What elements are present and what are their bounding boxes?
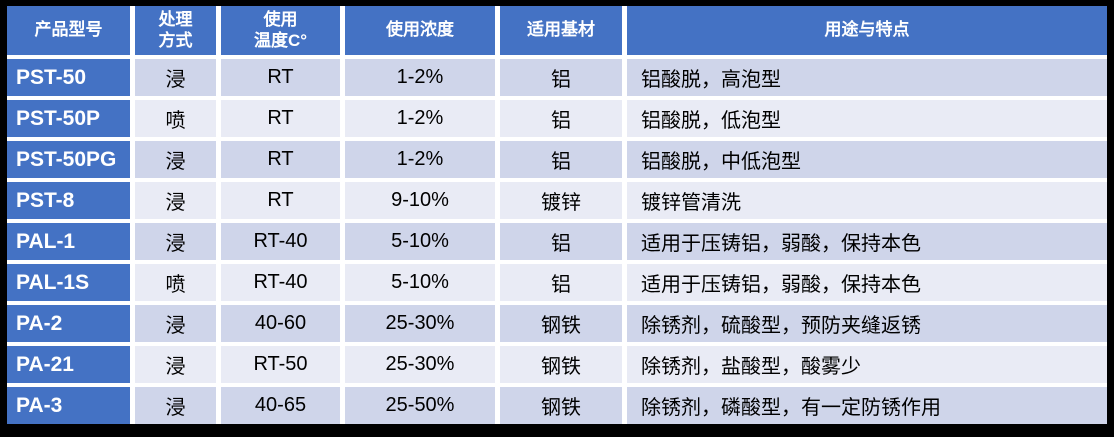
cell-concentration: 5-10% xyxy=(345,223,495,260)
cell-method: 浸 xyxy=(135,59,216,96)
cell-substrate: 铝 xyxy=(500,141,622,178)
cell-concentration: 1-2% xyxy=(345,59,495,96)
cell-concentration: 25-50% xyxy=(345,387,495,424)
cell-temperature: RT xyxy=(221,182,340,219)
cell-concentration: 25-30% xyxy=(345,346,495,383)
cell-method: 浸 xyxy=(135,387,216,424)
cell-concentration: 5-10% xyxy=(345,264,495,301)
cell-model: PST-50P xyxy=(7,100,130,137)
cell-model: PA-3 xyxy=(7,387,130,424)
cell-temperature: 40-65 xyxy=(221,387,340,424)
table-row: PAL-1S 喷 RT-40 5-10% 铝 适用于压铸铝，弱酸，保持本色 xyxy=(7,264,1107,301)
table-header: 产品型号 处理 方式 使用 温度C° 使用浓度 适用基材 用途与特点 xyxy=(7,6,1107,55)
cell-features: 镀锌管清洗 xyxy=(627,182,1107,219)
cell-substrate: 钢铁 xyxy=(500,305,622,342)
column-header-substrate: 适用基材 xyxy=(500,6,622,55)
cell-model: PST-50PG xyxy=(7,141,130,178)
cell-substrate: 镀锌 xyxy=(500,182,622,219)
cell-temperature: RT xyxy=(221,59,340,96)
cell-model: PA-2 xyxy=(7,305,130,342)
table-row: PST-50 浸 RT 1-2% 铝 铝酸脱，高泡型 xyxy=(7,59,1107,96)
cell-temperature: 40-60 xyxy=(221,305,340,342)
cell-method: 浸 xyxy=(135,141,216,178)
table-row: PA-3 浸 40-65 25-50% 钢铁 除锈剂，磷酸型，有一定防锈作用 xyxy=(7,387,1107,424)
table-row: PST-50PG 浸 RT 1-2% 铝 铝酸脱，中低泡型 xyxy=(7,141,1107,178)
cell-temperature: RT xyxy=(221,141,340,178)
table-row: PST-8 浸 RT 9-10% 镀锌 镀锌管清洗 xyxy=(7,182,1107,219)
cell-features: 除锈剂，磷酸型，有一定防锈作用 xyxy=(627,387,1107,424)
cell-features: 除锈剂，硫酸型，预防夹缝返锈 xyxy=(627,305,1107,342)
cell-temperature: RT-40 xyxy=(221,264,340,301)
cell-model: PAL-1S xyxy=(7,264,130,301)
cell-features: 适用于压铸铝，弱酸，保持本色 xyxy=(627,264,1107,301)
cell-model: PST-50 xyxy=(7,59,130,96)
cell-concentration: 1-2% xyxy=(345,141,495,178)
cell-features: 铝酸脱，高泡型 xyxy=(627,59,1107,96)
product-spec-table: 产品型号 处理 方式 使用 温度C° 使用浓度 适用基材 用途与特点 PST-5… xyxy=(7,6,1107,424)
cell-features: 适用于压铸铝，弱酸，保持本色 xyxy=(627,223,1107,260)
cell-substrate: 铝 xyxy=(500,264,622,301)
cell-method: 喷 xyxy=(135,264,216,301)
cell-method: 浸 xyxy=(135,305,216,342)
table-row: PA-21 浸 RT-50 25-30% 钢铁 除锈剂，盐酸型，酸雾少 xyxy=(7,346,1107,383)
column-header-features: 用途与特点 xyxy=(627,6,1107,55)
cell-features: 铝酸脱，中低泡型 xyxy=(627,141,1107,178)
header-row: 产品型号 处理 方式 使用 温度C° 使用浓度 适用基材 用途与特点 xyxy=(7,6,1107,55)
cell-model: PST-8 xyxy=(7,182,130,219)
cell-substrate: 铝 xyxy=(500,59,622,96)
table-body: PST-50 浸 RT 1-2% 铝 铝酸脱，高泡型 PST-50P 喷 RT … xyxy=(7,59,1107,424)
cell-temperature: RT-40 xyxy=(221,223,340,260)
table-row: PAL-1 浸 RT-40 5-10% 铝 适用于压铸铝，弱酸，保持本色 xyxy=(7,223,1107,260)
table-row: PA-2 浸 40-60 25-30% 钢铁 除锈剂，硫酸型，预防夹缝返锈 xyxy=(7,305,1107,342)
cell-temperature: RT-50 xyxy=(221,346,340,383)
column-header-temperature: 使用 温度C° xyxy=(221,6,340,55)
cell-method: 喷 xyxy=(135,100,216,137)
cell-method: 浸 xyxy=(135,182,216,219)
cell-concentration: 9-10% xyxy=(345,182,495,219)
cell-model: PA-21 xyxy=(7,346,130,383)
cell-concentration: 1-2% xyxy=(345,100,495,137)
cell-features: 除锈剂，盐酸型，酸雾少 xyxy=(627,346,1107,383)
table-container: 产品型号 处理 方式 使用 温度C° 使用浓度 适用基材 用途与特点 PST-5… xyxy=(7,6,1107,424)
column-header-model: 产品型号 xyxy=(7,6,130,55)
cell-substrate: 钢铁 xyxy=(500,346,622,383)
cell-temperature: RT xyxy=(221,100,340,137)
cell-substrate: 铝 xyxy=(500,100,622,137)
column-header-concentration: 使用浓度 xyxy=(345,6,495,55)
cell-concentration: 25-30% xyxy=(345,305,495,342)
table-row: PST-50P 喷 RT 1-2% 铝 铝酸脱，低泡型 xyxy=(7,100,1107,137)
column-header-method: 处理 方式 xyxy=(135,6,216,55)
cell-model: PAL-1 xyxy=(7,223,130,260)
cell-features: 铝酸脱，低泡型 xyxy=(627,100,1107,137)
cell-method: 浸 xyxy=(135,223,216,260)
cell-substrate: 铝 xyxy=(500,223,622,260)
cell-substrate: 钢铁 xyxy=(500,387,622,424)
cell-method: 浸 xyxy=(135,346,216,383)
